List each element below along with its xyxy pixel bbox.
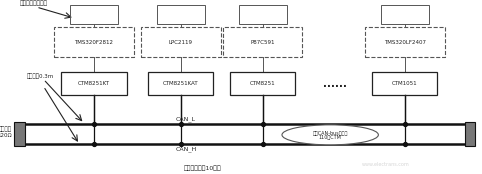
Bar	[230, 72, 295, 95]
Bar	[54, 27, 134, 57]
Bar	[239, 5, 287, 24]
Bar	[157, 5, 205, 24]
Text: 支線最大0.3m: 支線最大0.3m	[27, 74, 54, 79]
Bar	[365, 27, 444, 57]
Bar	[14, 122, 25, 146]
Text: CAN_L: CAN_L	[176, 116, 196, 122]
Text: 120Ω: 120Ω	[0, 133, 12, 138]
Text: 傳感器、控制器等: 傳感器、控制器等	[19, 1, 47, 6]
Bar	[62, 72, 126, 95]
Bar	[141, 27, 220, 57]
Text: TMS320LF2407: TMS320LF2407	[384, 40, 426, 45]
Bar	[148, 72, 214, 95]
Text: CTM1051: CTM1051	[392, 81, 418, 86]
Text: TMS320F2812: TMS320F2812	[75, 40, 113, 45]
Bar	[223, 27, 303, 57]
Text: 總線最長距離10公里: 總線最長距離10公里	[184, 165, 221, 171]
Text: www.electrans.com: www.electrans.com	[362, 162, 410, 167]
Text: ......: ......	[323, 78, 347, 89]
Text: CTM8251KAT: CTM8251KAT	[163, 81, 199, 86]
Text: LPC2119: LPC2119	[169, 40, 193, 45]
Bar	[70, 5, 118, 24]
Text: CTM8251: CTM8251	[250, 81, 276, 86]
Text: 單個CAN-bus可連接: 單個CAN-bus可連接	[312, 131, 348, 136]
Bar	[465, 122, 475, 146]
Bar	[372, 72, 438, 95]
Text: P87C591: P87C591	[251, 40, 275, 45]
Text: 終端電阻: 終端電阻	[0, 126, 12, 132]
Ellipse shape	[282, 125, 378, 145]
Text: CTM8251KT: CTM8251KT	[78, 81, 110, 86]
Bar	[381, 5, 429, 24]
Text: 110個CTM: 110個CTM	[319, 135, 342, 140]
Text: CAN_H: CAN_H	[176, 146, 197, 152]
